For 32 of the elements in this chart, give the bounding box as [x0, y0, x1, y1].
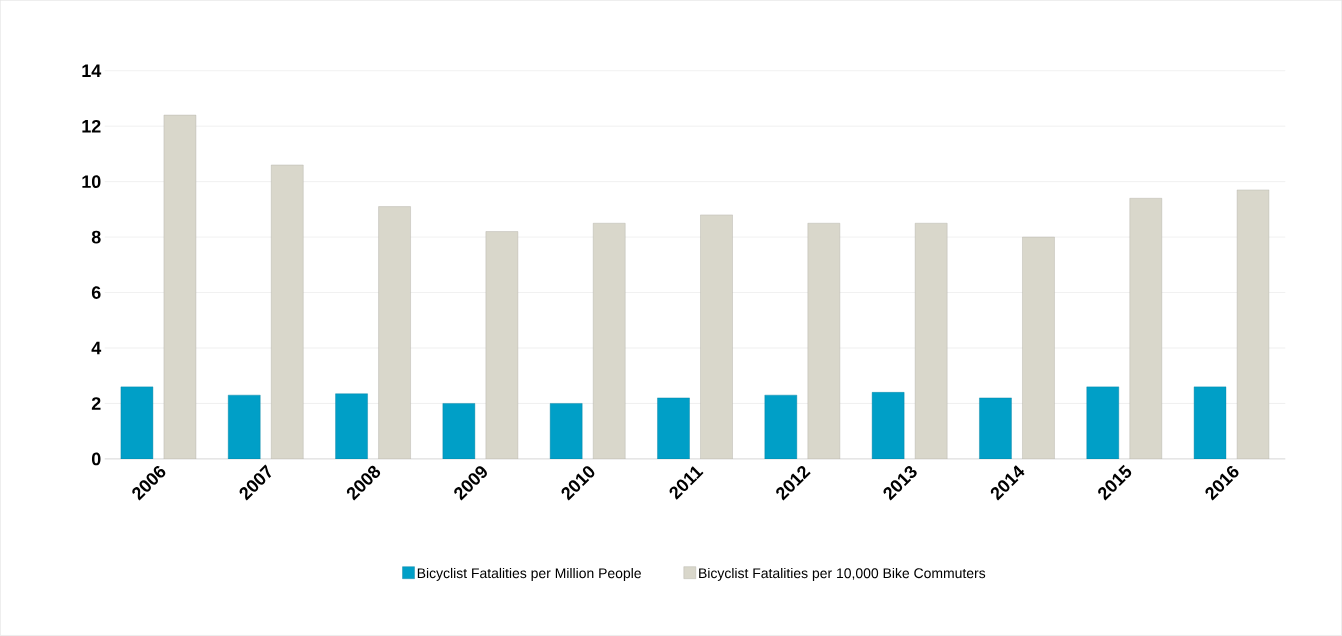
bar — [764, 395, 798, 460]
y-tick-label: 12 — [82, 120, 101, 133]
bar — [657, 397, 690, 460]
bar — [549, 403, 583, 460]
bar — [485, 231, 519, 460]
y-tick-label: 14 — [82, 64, 102, 78]
bar — [1022, 237, 1055, 460]
bar — [1193, 386, 1227, 460]
legend-label: Bicyclist Fatalities per Million People — [417, 568, 641, 582]
y-tick-label: 2 — [91, 397, 101, 410]
bar — [1086, 386, 1119, 460]
bar — [442, 403, 476, 460]
bar — [271, 164, 304, 460]
bar — [914, 223, 948, 460]
y-tick-label: 0 — [91, 452, 101, 466]
bar — [120, 386, 154, 460]
bar — [1236, 189, 1270, 460]
bar — [335, 393, 368, 460]
bar — [378, 206, 411, 460]
bar — [592, 223, 626, 460]
y-tick-label: 8 — [91, 230, 101, 244]
bar — [700, 214, 733, 460]
bar — [228, 395, 261, 460]
legend-label: Bicyclist Fatalities per 10,000 Bike Commuters — [699, 568, 986, 582]
bar — [807, 223, 841, 460]
bar — [871, 392, 905, 460]
bar — [163, 115, 197, 460]
y-tick-label: 6 — [91, 286, 101, 300]
y-tick-label: 4 — [91, 341, 102, 355]
bar — [979, 397, 1012, 460]
y-tick-label: 10 — [82, 175, 101, 189]
bar — [1129, 198, 1162, 460]
